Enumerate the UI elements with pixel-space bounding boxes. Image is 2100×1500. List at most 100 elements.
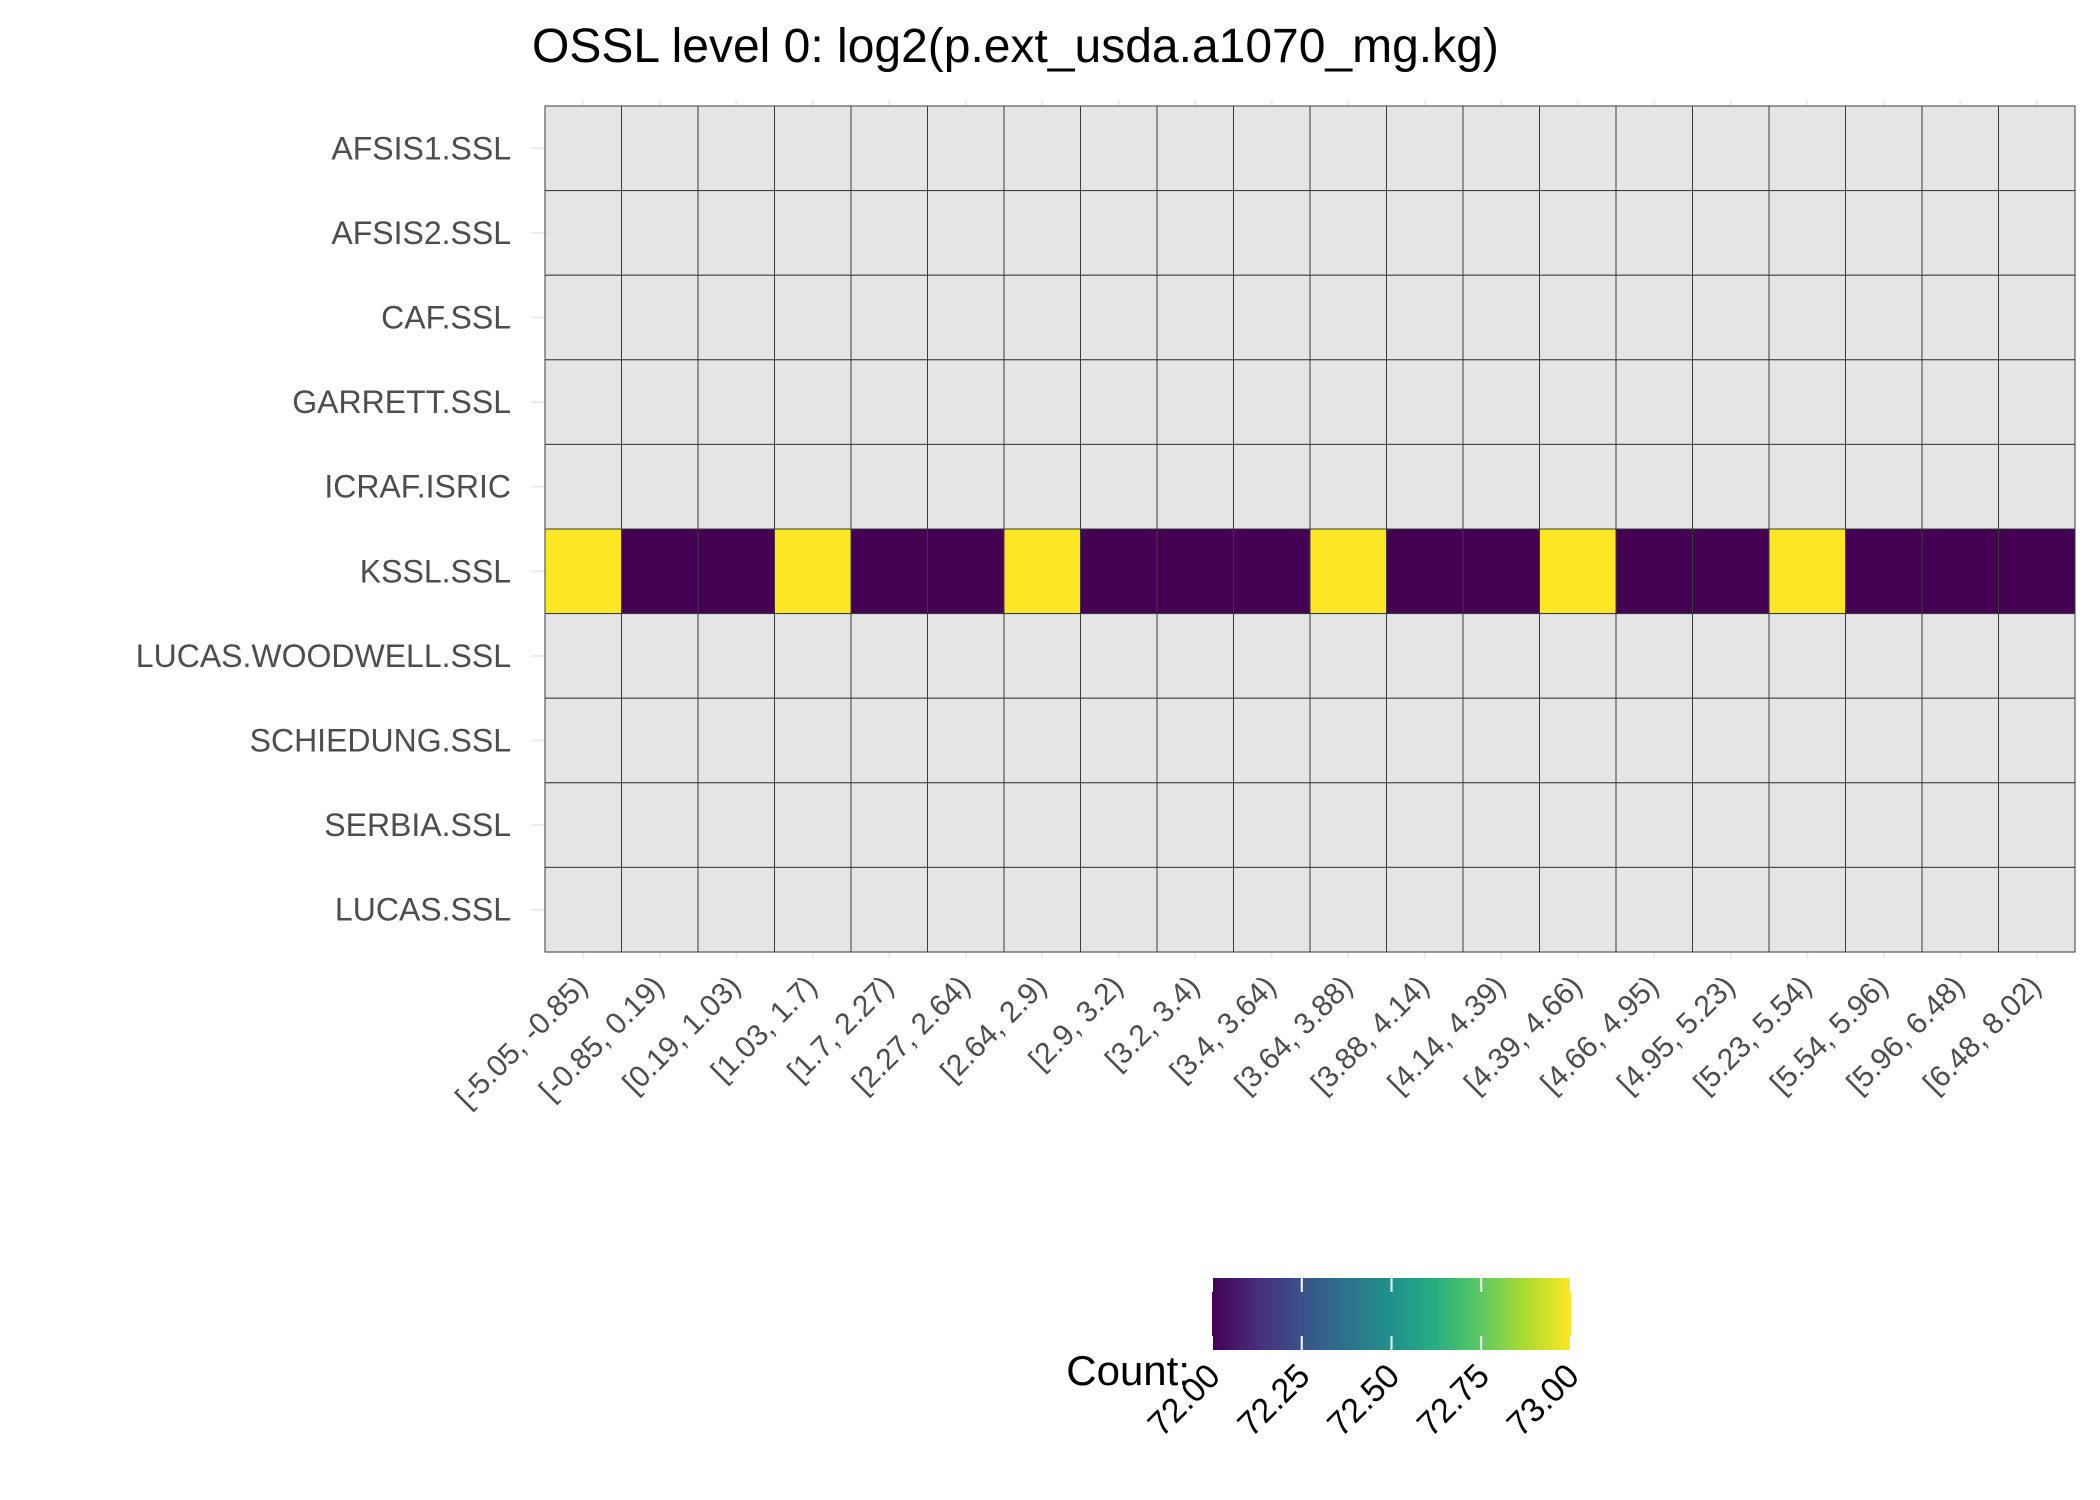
heatmap-cell [1692, 274, 1770, 361]
heatmap-cell [927, 697, 1005, 784]
heatmap-cell [1003, 782, 1081, 868]
heatmap-cell [621, 274, 699, 361]
heatmap-cell [697, 274, 775, 361]
heatmap-cell [774, 274, 852, 361]
heatmap-cell [1845, 443, 1923, 530]
heatmap-cell [1003, 274, 1081, 361]
heatmap-cell [850, 443, 928, 530]
heatmap-cell [850, 274, 928, 361]
heatmap-cell [697, 866, 775, 953]
heatmap-cell [1692, 105, 1770, 192]
heatmap-cell [1080, 190, 1158, 276]
heatmap-cell [1003, 105, 1081, 192]
heatmap-cell [1998, 443, 2076, 530]
heatmap-cell [1309, 866, 1387, 953]
heatmap-cell [1156, 359, 1234, 445]
heatmap-cell [850, 528, 928, 615]
heatmap-cell [1615, 443, 1693, 530]
heatmap-cell [1692, 613, 1770, 699]
heatmap-cell [1768, 697, 1846, 784]
heatmap-cell [697, 697, 775, 784]
heatmap-cell [1539, 443, 1617, 530]
heatmap-cell [1768, 613, 1846, 699]
heatmap-cell [697, 105, 775, 192]
heatmap-cell [544, 866, 622, 953]
heatmap-cell [621, 443, 699, 530]
heatmap-cell [697, 782, 775, 868]
heatmap-cell [1768, 528, 1846, 615]
legend-tick-label: 72.50 [1320, 1357, 1407, 1444]
heatmap-cell [1156, 613, 1234, 699]
heatmap-cell [621, 190, 699, 276]
heatmap-cell [1921, 274, 1999, 361]
heatmap-cell [1080, 782, 1158, 868]
heatmap-cell [1692, 443, 1770, 530]
heatmap-cell [1768, 443, 1846, 530]
heatmap-cell [1309, 359, 1387, 445]
heatmap-cell [1462, 697, 1540, 784]
heatmap-cell [1309, 274, 1387, 361]
heatmap-cell [1386, 866, 1464, 953]
heatmap-cell [1539, 697, 1617, 784]
heatmap-cell [927, 782, 1005, 868]
heatmap-cell [1615, 105, 1693, 192]
heatmap-cell [1309, 782, 1387, 868]
heatmap-cell [850, 697, 928, 784]
heatmap-cell [850, 613, 928, 699]
heatmap-cell [1386, 190, 1464, 276]
heatmap-cell [1386, 443, 1464, 530]
legend-tick-label: 72.75 [1410, 1357, 1497, 1444]
heatmap-cell [1921, 105, 1999, 192]
heatmap-cell [1845, 866, 1923, 953]
heatmap-cell [1768, 190, 1846, 276]
heatmap-cell [1768, 782, 1846, 868]
heatmap-cell [1233, 274, 1311, 361]
heatmap-cell [1921, 782, 1999, 868]
heatmap-cell [1539, 274, 1617, 361]
heatmap-cell [927, 866, 1005, 953]
heatmap-cell [1386, 782, 1464, 868]
heatmap-cell [1845, 359, 1923, 445]
heatmap-cell [1233, 697, 1311, 784]
heatmap-cell [1768, 866, 1846, 953]
x-tick-label: [-5.05, -0.85) [449, 970, 594, 1115]
heatmap-cell [544, 697, 622, 784]
heatmap-cell [1539, 359, 1617, 445]
heatmap-cell [697, 528, 775, 615]
heatmap-cell [1998, 866, 2076, 953]
heatmap-cell [1309, 105, 1387, 192]
heatmap-cell [697, 443, 775, 530]
heatmap-cell [1692, 782, 1770, 868]
heatmap-cell [544, 443, 622, 530]
heatmap-cell [927, 359, 1005, 445]
heatmap-cell [621, 528, 699, 615]
heatmap-cell [1462, 866, 1540, 953]
y-tick-label: GARRETT.SSL [292, 384, 511, 420]
heatmap-cell [774, 613, 852, 699]
y-tick-label: SCHIEDUNG.SSL [250, 723, 511, 759]
heatmap-cell [1462, 443, 1540, 530]
heatmap-cell [544, 782, 622, 868]
heatmap-cell [1462, 528, 1540, 615]
heatmap-cell [1462, 105, 1540, 192]
legend-title: Count: [1066, 1347, 1190, 1394]
heatmap-cell [1233, 782, 1311, 868]
y-tick-label: KSSL.SSL [360, 553, 511, 589]
heatmap-cell [1233, 866, 1311, 953]
heatmap-cell [1692, 866, 1770, 953]
heatmap-cell [1615, 866, 1693, 953]
heatmap-cell [1309, 443, 1387, 530]
heatmap-cell [621, 359, 699, 445]
heatmap-cell [1386, 528, 1464, 615]
heatmap-cell [1921, 697, 1999, 784]
heatmap-cell [1462, 613, 1540, 699]
heatmap-cell [1615, 613, 1693, 699]
legend-tick-label: 72.25 [1230, 1357, 1317, 1444]
heatmap-cell [1156, 443, 1234, 530]
heatmap-cell [1080, 528, 1158, 615]
heatmap-cell [1233, 359, 1311, 445]
heatmap-cell [1921, 359, 1999, 445]
heatmap-cell [1003, 443, 1081, 530]
heatmap-cell [1998, 190, 2076, 276]
